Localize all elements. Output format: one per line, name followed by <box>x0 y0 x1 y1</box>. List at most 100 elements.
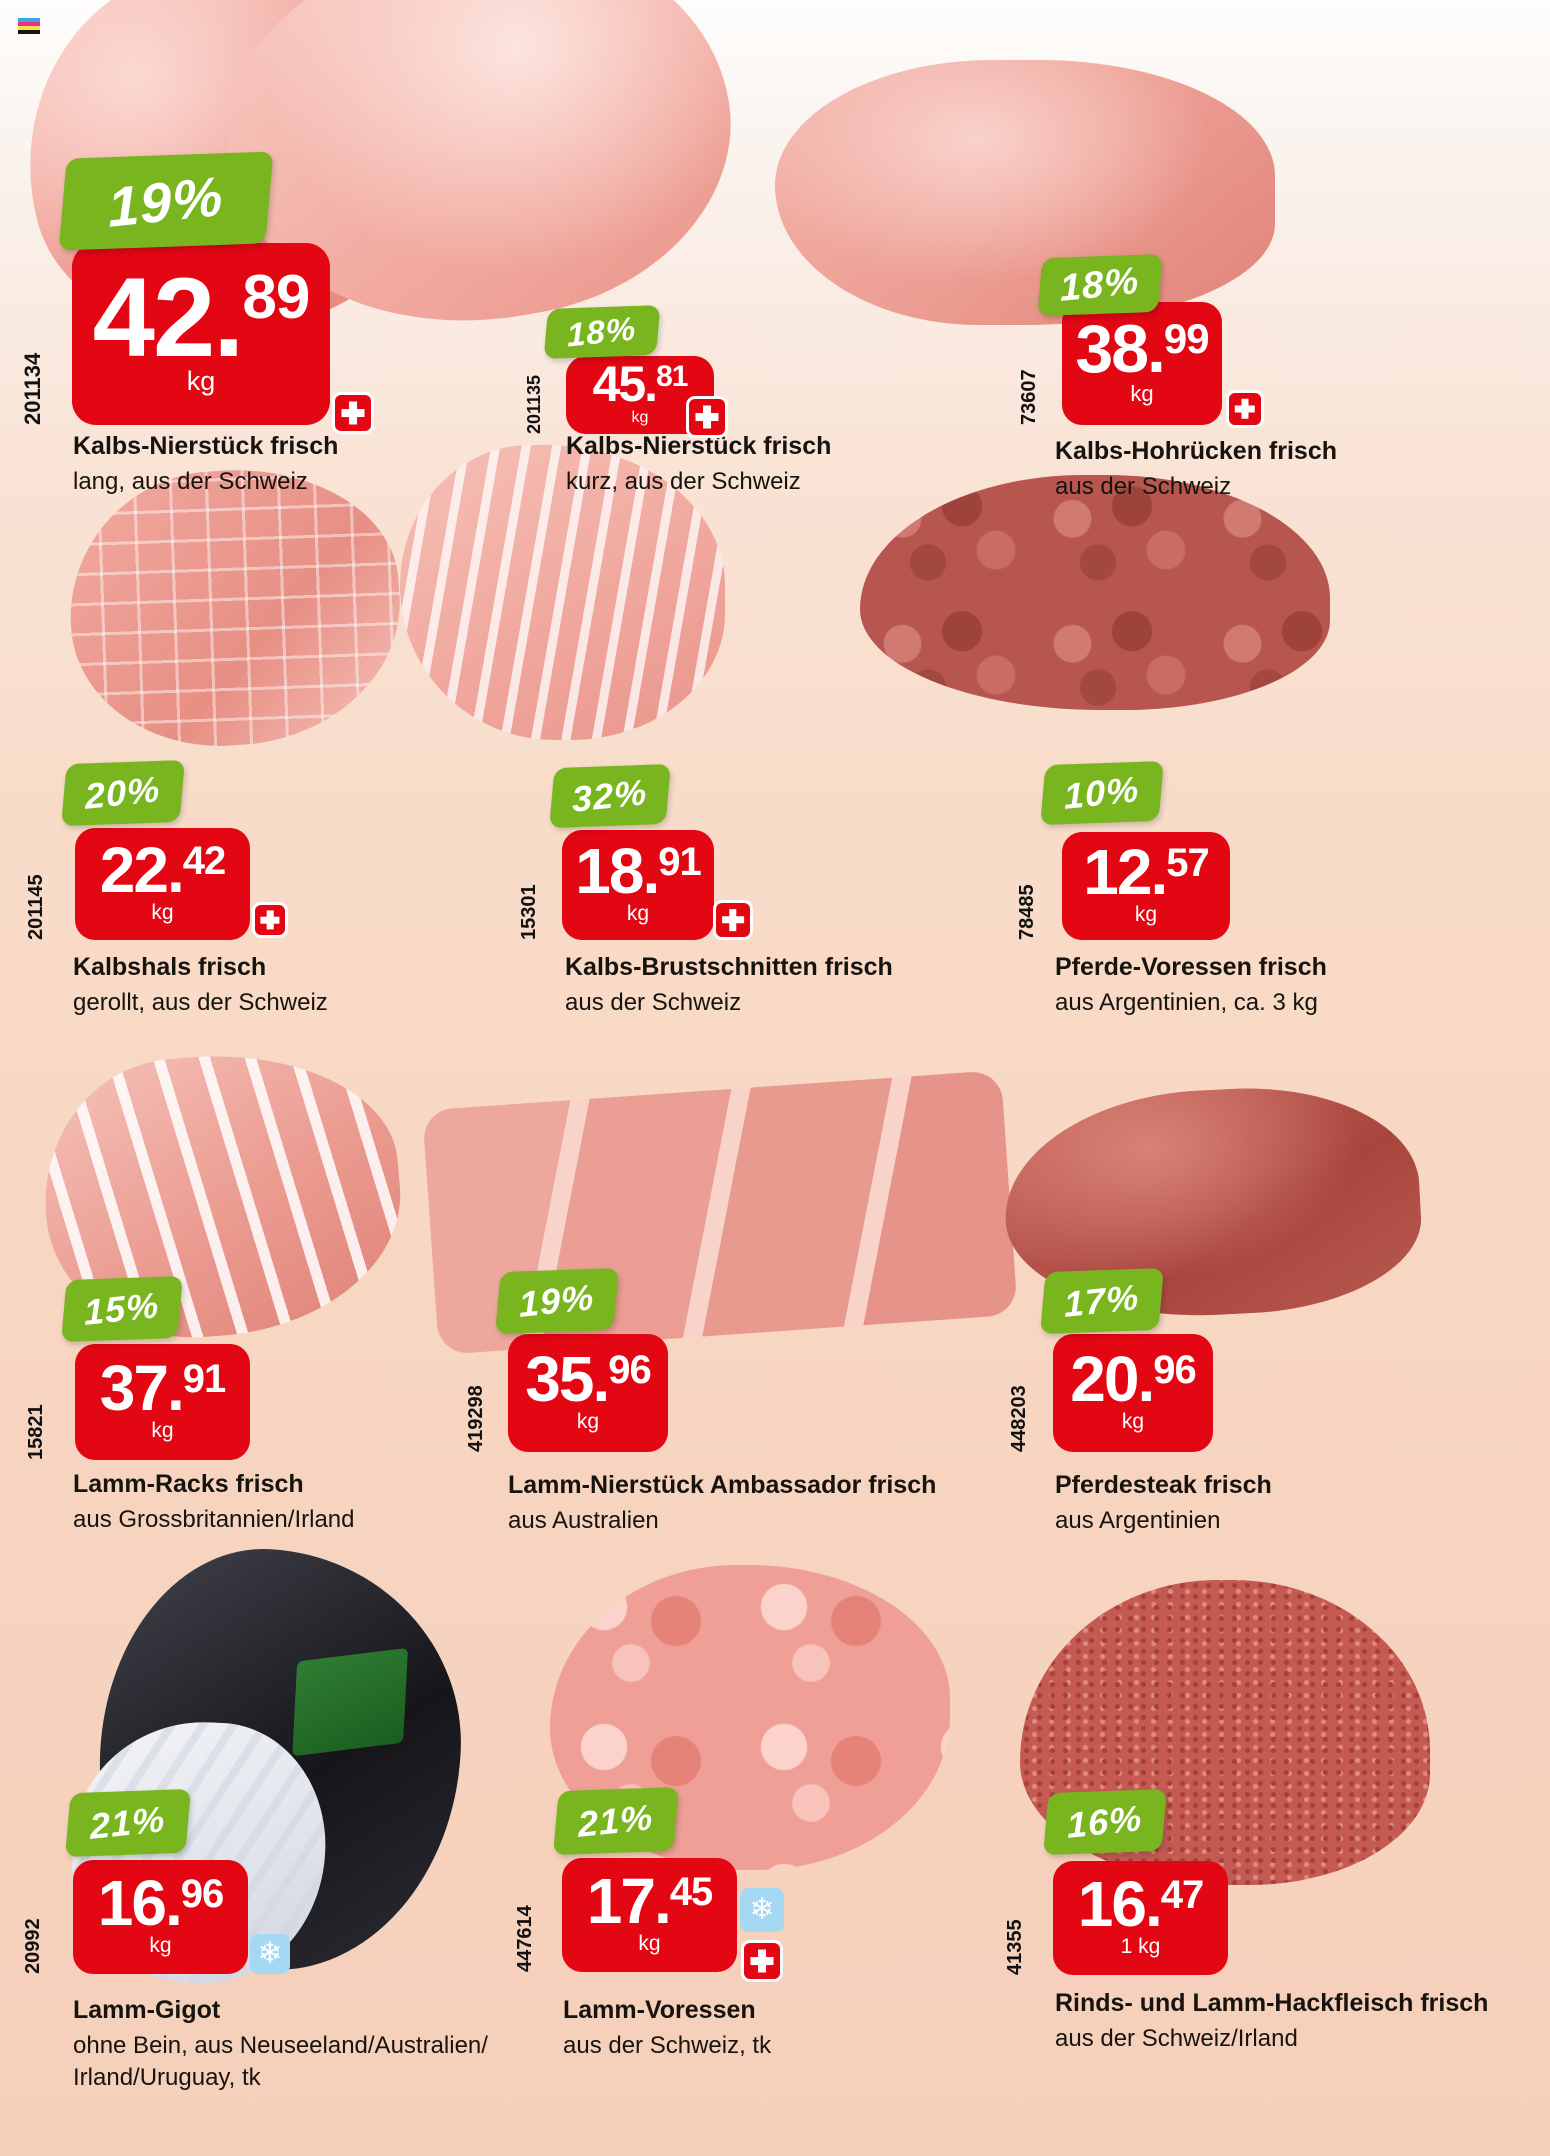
swiss-cross-icon <box>252 902 288 938</box>
price-cents: 96 <box>608 1347 651 1392</box>
price-whole: 20. <box>1070 1342 1155 1415</box>
product-name: Pferde-Voressen frisch <box>1055 953 1327 981</box>
price-whole: 18. <box>575 834 660 907</box>
price-box: 20. 96 kg <box>1053 1334 1213 1452</box>
product-name: Kalbs-Nierstück frisch <box>73 432 339 460</box>
discount-label: 20% <box>84 768 162 817</box>
price-box: 18. 91 kg <box>562 830 714 940</box>
product-name: Rinds- und Lamm-Hackfleisch frisch <box>1055 1989 1489 2017</box>
discount-badge: 20% <box>61 759 185 827</box>
product-photo <box>422 1070 1018 1355</box>
article-number: 201134 <box>20 352 45 425</box>
print-registration-mark <box>18 18 40 34</box>
product-origin: ohne Bein, aus Neuseeland/Australien/ Ir… <box>73 2032 488 2092</box>
product-origin: aus Grossbritannien/Irland <box>73 1506 355 1533</box>
price-cents: 81 <box>656 360 688 393</box>
product-photo <box>999 1079 1426 1326</box>
product-photo <box>400 445 725 740</box>
discount-badge: 32% <box>549 763 671 829</box>
price-cents: 47 <box>1160 1872 1204 1917</box>
product-photo <box>860 475 1330 710</box>
article-number: 73607 <box>1018 369 1040 425</box>
product-name: Kalbs-Hohrücken frisch <box>1055 437 1338 465</box>
price-cents: 45 <box>669 1869 713 1914</box>
price: 45. 81 <box>592 356 689 412</box>
product-name: Pferdesteak frisch <box>1055 1471 1272 1499</box>
price-cents: 42 <box>182 838 226 883</box>
price: 12. 57 <box>1083 835 1209 908</box>
product-origin: aus der Schweiz/Irland <box>1055 2025 1298 2052</box>
price: 22. 42 <box>99 833 226 906</box>
price-cents: 96 <box>1153 1347 1196 1392</box>
price-box: 45. 81 kg <box>566 356 714 434</box>
article-number: 201145 <box>25 874 47 940</box>
price-whole: 37. <box>99 1351 185 1424</box>
product-name: Lamm-Gigot <box>73 1996 221 2024</box>
swiss-cross-icon <box>686 396 728 438</box>
discount-label: 32% <box>571 771 649 820</box>
price-unit: kg <box>626 902 650 926</box>
print-mark-bar <box>18 22 40 26</box>
price-unit: kg <box>638 1932 661 1956</box>
swiss-cross-icon <box>713 900 753 940</box>
product-photo <box>550 1565 950 1870</box>
price-whole: 17. <box>586 1864 672 1937</box>
price-unit: kg <box>151 901 174 925</box>
article-number: 41355 <box>1004 1919 1026 1975</box>
product-origin: aus der Schweiz, tk <box>563 2032 772 2059</box>
discount-badge: 18% <box>543 305 661 359</box>
price-whole: 22. <box>99 833 185 906</box>
price-whole: 12. <box>1083 835 1168 908</box>
product-origin: aus Argentinien, ca. 3 kg <box>1055 989 1318 1016</box>
snowflake-glyph: ❄ <box>749 1893 775 1926</box>
price-unit: kg <box>1134 903 1158 927</box>
discount-label: 10% <box>1063 768 1141 817</box>
article-number: 419298 <box>465 1385 487 1452</box>
price-unit: kg <box>151 1419 174 1443</box>
price: 35. 96 <box>525 1342 651 1415</box>
product-photo <box>60 458 410 757</box>
article-number: 20992 <box>22 1918 44 1974</box>
product-name: Lamm-Racks frisch <box>73 1470 304 1498</box>
article-number: 448203 <box>1008 1385 1030 1452</box>
product-photo <box>33 1040 412 1350</box>
article-number: 447614 <box>514 1905 536 1972</box>
price-whole: 16. <box>1077 1867 1163 1940</box>
price-unit: kg <box>576 1410 600 1434</box>
price: 37. 91 <box>99 1351 226 1424</box>
article-number: 78485 <box>1016 884 1038 940</box>
product-name: Kalbshals frisch <box>73 953 267 981</box>
product-name: Lamm-Nierstück Ambassador frisch <box>508 1471 937 1499</box>
price-cents: 91 <box>658 839 701 884</box>
price-box: 37. 91 kg <box>75 1344 250 1460</box>
price-box: 17. 45 kg <box>562 1858 737 1972</box>
price-whole: 35. <box>525 1342 610 1415</box>
price-unit: kg <box>186 366 216 397</box>
snowflake-icon: ❄ <box>740 1888 784 1932</box>
product-origin: aus Australien <box>508 1507 659 1534</box>
product-name: Kalbs-Brustschnitten frisch <box>565 953 893 981</box>
swiss-cross-icon <box>741 1940 783 1982</box>
price: 17. 45 <box>586 1864 713 1937</box>
product-photo <box>89 1540 471 1980</box>
product-origin: aus der Schweiz <box>565 989 742 1016</box>
price-cents: 99 <box>1163 315 1210 363</box>
price-unit: 1 kg <box>1120 1935 1161 1959</box>
article-number: 15301 <box>518 884 540 940</box>
price: 20. 96 <box>1070 1342 1196 1415</box>
print-mark-bar <box>18 26 40 30</box>
product-photo <box>775 60 1275 325</box>
price-whole: 45. <box>592 356 659 412</box>
price-whole: 38. <box>1075 311 1166 388</box>
article-number: 201135 <box>524 374 544 434</box>
price-box: 12. 57 kg <box>1062 832 1230 940</box>
product-photo <box>1020 1580 1430 1885</box>
price: 16. 47 <box>1077 1867 1204 1940</box>
price-box: 35. 96 kg <box>508 1334 668 1452</box>
article-number: 15821 <box>25 1404 47 1460</box>
price: 38. 99 <box>1075 311 1210 388</box>
price-box: 22. 42 kg <box>75 828 250 940</box>
print-mark-bar <box>18 30 40 34</box>
discount-badge: 10% <box>1040 760 1164 826</box>
